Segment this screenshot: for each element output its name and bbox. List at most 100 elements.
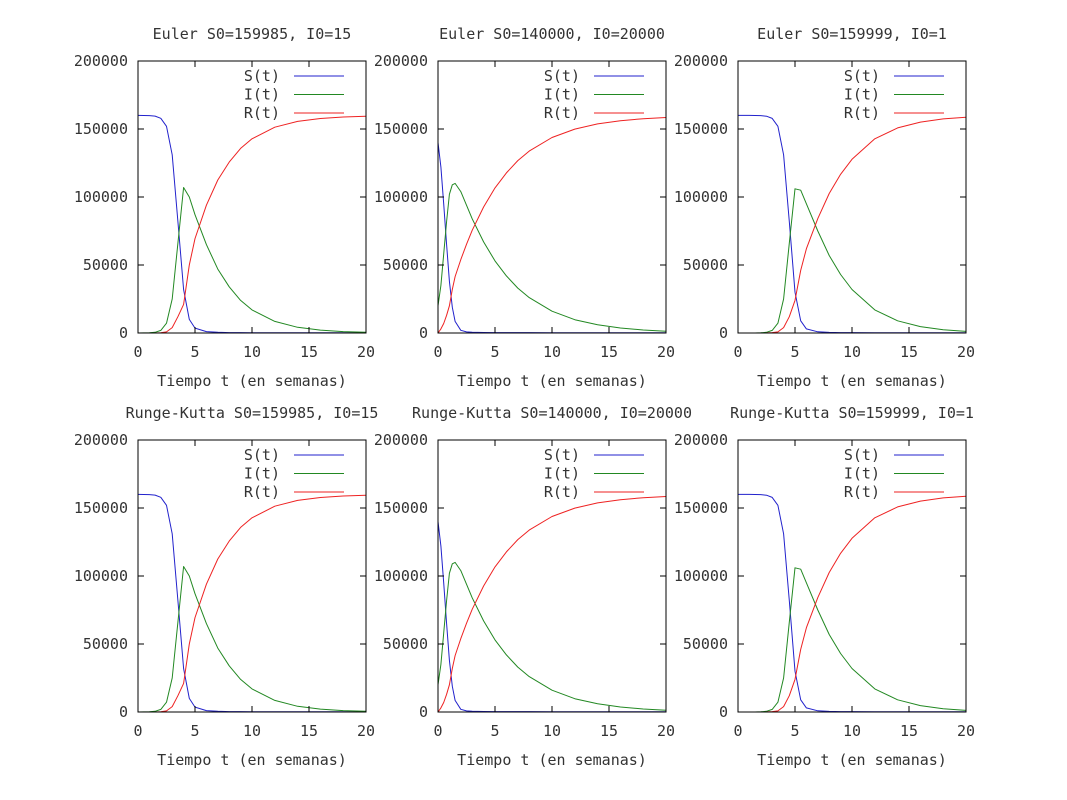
legend-label: S(t) [544, 67, 580, 85]
series-line-st [437, 521, 666, 713]
y-tick-label: 50000 [683, 635, 728, 653]
y-tick-label: 200000 [374, 431, 428, 449]
series-line-it [137, 187, 367, 334]
x-tick-label: 0 [733, 722, 742, 740]
x-tick-label: 10 [543, 722, 561, 740]
x-axis-label: Tiempo t (en semanas) [757, 372, 947, 390]
x-tick-label: 15 [900, 343, 918, 361]
x-tick-label: 0 [733, 343, 742, 361]
legend-label: I(t) [544, 465, 580, 483]
x-tick-label: 0 [433, 722, 442, 740]
x-tick-label: 10 [243, 722, 261, 740]
x-axis-label: Tiempo t (en semanas) [757, 751, 947, 769]
x-tick-label: 10 [843, 722, 861, 740]
series-line-it [738, 188, 967, 334]
chart-title: Runge-Kutta S0=159999, I0=1 [730, 404, 974, 422]
x-tick-label: 15 [600, 722, 618, 740]
y-tick-label: 0 [719, 703, 728, 721]
chart-panel-2: 0 5 10 15 20 0 50000 100000 150000 200000 Euler S0… [374, 25, 675, 390]
y-tick-label: 0 [419, 324, 428, 342]
chart-panel-6: 0 5 10 15 20 0 50000 100000 150000 200000Runge-Ku… [674, 404, 975, 769]
y-tick-label: 200000 [374, 52, 428, 70]
y-tick-label: 200000 [74, 431, 128, 449]
legend-label: R(t) [244, 104, 280, 122]
x-tick-label: 15 [300, 722, 318, 740]
x-tick-label: 20 [357, 722, 375, 740]
series-line-rt [738, 116, 967, 334]
legend-label: I(t) [844, 465, 880, 483]
y-tick-label: 100000 [74, 567, 128, 585]
legend-label: R(t) [844, 104, 880, 122]
x-tick-label: 20 [657, 722, 675, 740]
y-tick-label: 150000 [374, 499, 428, 517]
x-tick-label: 5 [790, 722, 799, 740]
chart-title: Euler S0=159985, I0=15 [153, 25, 352, 43]
x-tick-label: 20 [957, 722, 975, 740]
series-line-rt [437, 117, 667, 334]
legend-label: I(t) [844, 86, 880, 104]
x-axis-label: Tiempo t (en semanas) [457, 751, 647, 769]
y-tick-label: 150000 [74, 120, 128, 138]
y-tick-label: 200000 [674, 52, 728, 70]
y-tick-label: 0 [719, 324, 728, 342]
y-tick-label: 150000 [674, 499, 728, 517]
x-tick-label: 5 [790, 343, 799, 361]
legend-label: I(t) [544, 86, 580, 104]
chart-panel-4: 0 5 10 15 20 0 50000 100000 150000 200000 Runge-Ku… [74, 404, 379, 769]
series-line-rt [437, 496, 667, 713]
x-tick-label: 20 [657, 343, 675, 361]
x-tick-label: 5 [490, 722, 499, 740]
x-tick-label: 20 [957, 343, 975, 361]
y-tick-label: 200000 [74, 52, 128, 70]
x-tick-label: 15 [900, 722, 918, 740]
y-tick-label: 0 [119, 324, 128, 342]
y-tick-label: 150000 [674, 120, 728, 138]
y-tick-label: 0 [419, 703, 428, 721]
series-line-it [137, 566, 367, 713]
x-tick-label: 0 [133, 722, 142, 740]
legend-label: S(t) [844, 67, 880, 85]
x-tick-label: 5 [190, 343, 199, 361]
series-line-it [437, 561, 667, 711]
series-line-it [437, 182, 667, 332]
chart-title: Runge-Kutta S0=159985, I0=15 [126, 404, 379, 422]
y-tick-label: 50000 [83, 256, 128, 274]
legend-label: S(t) [244, 446, 280, 464]
legend-label: R(t) [544, 483, 580, 501]
series-line-rt [738, 495, 967, 713]
x-tick-label: 20 [357, 343, 375, 361]
x-tick-label: 10 [843, 343, 861, 361]
legend-label: I(t) [244, 86, 280, 104]
chart-panel-1: 0 5 10 15 20 0 50000 100000 150000 200000 Euler S0… [74, 25, 375, 390]
x-tick-label: 0 [433, 343, 442, 361]
legend-label: R(t) [844, 483, 880, 501]
legend-label: S(t) [844, 446, 880, 464]
x-tick-label: 10 [243, 343, 261, 361]
y-tick-label: 50000 [83, 635, 128, 653]
y-tick-label: 100000 [674, 188, 728, 206]
legend-label: I(t) [244, 465, 280, 483]
chart-title: Euler S0=140000, I0=20000 [439, 25, 665, 43]
y-tick-label: 100000 [74, 188, 128, 206]
x-tick-label: 0 [133, 343, 142, 361]
chart-panel-5: 0 5 10 15 20 0 50000 100000 150000 200000 Runge-Ku… [374, 404, 692, 769]
y-tick-label: 50000 [383, 635, 428, 653]
y-tick-label: 200000 [674, 431, 728, 449]
legend-label: R(t) [244, 483, 280, 501]
x-axis-label: Tiempo t (en semanas) [457, 372, 647, 390]
series-line-it [738, 567, 967, 713]
y-tick-label: 100000 [374, 188, 428, 206]
x-tick-label: 15 [300, 343, 318, 361]
legend-label: S(t) [244, 67, 280, 85]
y-tick-label: 150000 [74, 499, 128, 517]
y-tick-label: 0 [119, 703, 128, 721]
legend-label: R(t) [544, 104, 580, 122]
chart-title: Runge-Kutta S0=140000, I0=20000 [412, 404, 692, 422]
x-axis-label: Tiempo t (en semanas) [157, 751, 347, 769]
x-tick-label: 15 [600, 343, 618, 361]
chart-title: Euler S0=159999, I0=1 [757, 25, 947, 43]
chart-panel-3: 0 5 10 15 20 0 50000 100000 150000 200000 Euler S0… [674, 25, 975, 390]
x-tick-label: 10 [543, 343, 561, 361]
y-tick-label: 100000 [674, 567, 728, 585]
